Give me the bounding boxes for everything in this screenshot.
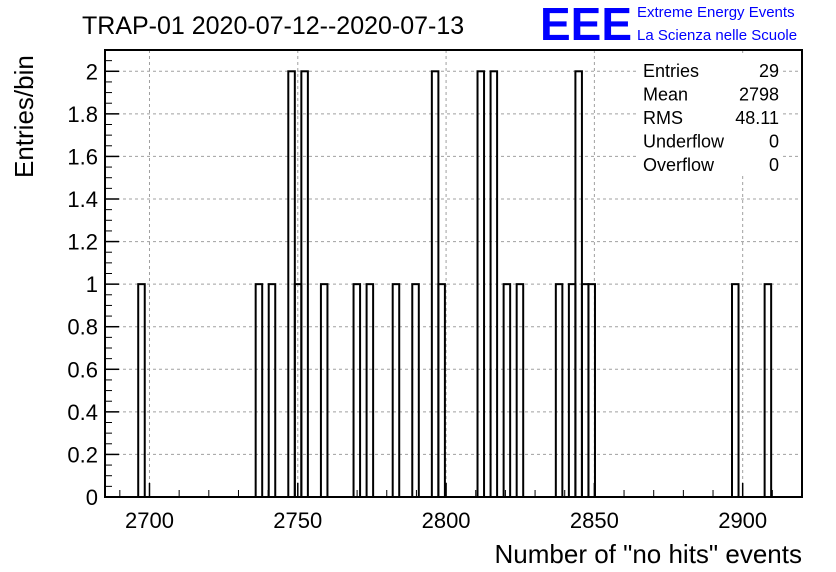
- histogram-bin: [365, 283, 375, 498]
- y-tick-label: 0.6: [67, 357, 98, 382]
- x-axis: 2700 2750 2800 2850 2900: [119, 483, 803, 533]
- histogram-bin: [391, 283, 401, 498]
- stats-label: RMS: [643, 108, 683, 128]
- y-tick-label: 1.8: [67, 102, 98, 127]
- histogram-bin: [411, 283, 420, 498]
- stats-label: Mean: [643, 85, 688, 105]
- y-tick-label: 1.2: [67, 230, 98, 255]
- stats-value: 2798: [739, 85, 779, 105]
- logo-line-1: Extreme Energy Events: [637, 4, 795, 21]
- stats-label: Entries: [643, 61, 699, 81]
- y-tick-label: 1.6: [67, 144, 98, 169]
- y-axis: 0 0.2 0.4 0.6 0.8 1 1.2 1.4 1.6 1.8 2: [67, 59, 119, 510]
- histogram-bin: [137, 283, 146, 498]
- stats-label: Underflow: [643, 132, 725, 152]
- x-tick-label: 2850: [570, 508, 619, 533]
- stats-box: Entries 29 Mean 2798 RMS 48.11 Underflow 0 Overf…: [637, 56, 782, 175]
- y-tick-label: 0.2: [67, 442, 98, 467]
- x-tick-label: 2700: [125, 508, 174, 533]
- stats-label: Overflow: [643, 155, 715, 175]
- y-tick-label: 1: [86, 272, 98, 297]
- stats-value: 0: [769, 132, 779, 152]
- chart-title: TRAP-01 2020-07-12--2020-07-13: [82, 12, 464, 40]
- histogram-bin: [476, 70, 486, 499]
- histogram-bin: [763, 283, 773, 498]
- x-tick-label: 2750: [273, 508, 322, 533]
- histogram-bin: [502, 283, 512, 498]
- logo-line-2: La Scienza nelle Scuole: [637, 27, 797, 44]
- grid-lines: [105, 50, 802, 497]
- stats-value: 29: [759, 61, 779, 81]
- histogram-bin: [489, 70, 499, 499]
- x-tick-label: 2900: [718, 508, 767, 533]
- histogram-bin: [267, 283, 277, 498]
- logo-mark: EEE: [540, 0, 632, 50]
- histogram-bin: [352, 283, 362, 498]
- y-axis-label: Entries/bin: [9, 55, 39, 178]
- histogram-bin: [319, 283, 329, 498]
- histogram-bin: [554, 283, 564, 498]
- x-axis-label: Number of "no hits" events: [495, 539, 803, 569]
- y-tick-label: 2: [86, 59, 98, 84]
- stats-box-background: [637, 56, 782, 174]
- histogram-bin: [515, 283, 525, 498]
- histogram-bin: [587, 283, 596, 498]
- y-tick-label: 0: [86, 485, 98, 510]
- y-tick-label: 1.4: [67, 187, 98, 212]
- stats-value: 48.11: [735, 108, 779, 128]
- histogram-bin: [254, 283, 264, 498]
- y-tick-label: 0.8: [67, 315, 98, 340]
- y-tick-label: 0.4: [67, 400, 98, 425]
- histogram-bin: [731, 283, 740, 498]
- eee-logo: EEE Extreme Energy Events La Scienza nel…: [540, 0, 797, 50]
- histogram-bin: [437, 283, 446, 498]
- stats-value: 0: [769, 155, 779, 175]
- x-tick-label: 2800: [422, 508, 471, 533]
